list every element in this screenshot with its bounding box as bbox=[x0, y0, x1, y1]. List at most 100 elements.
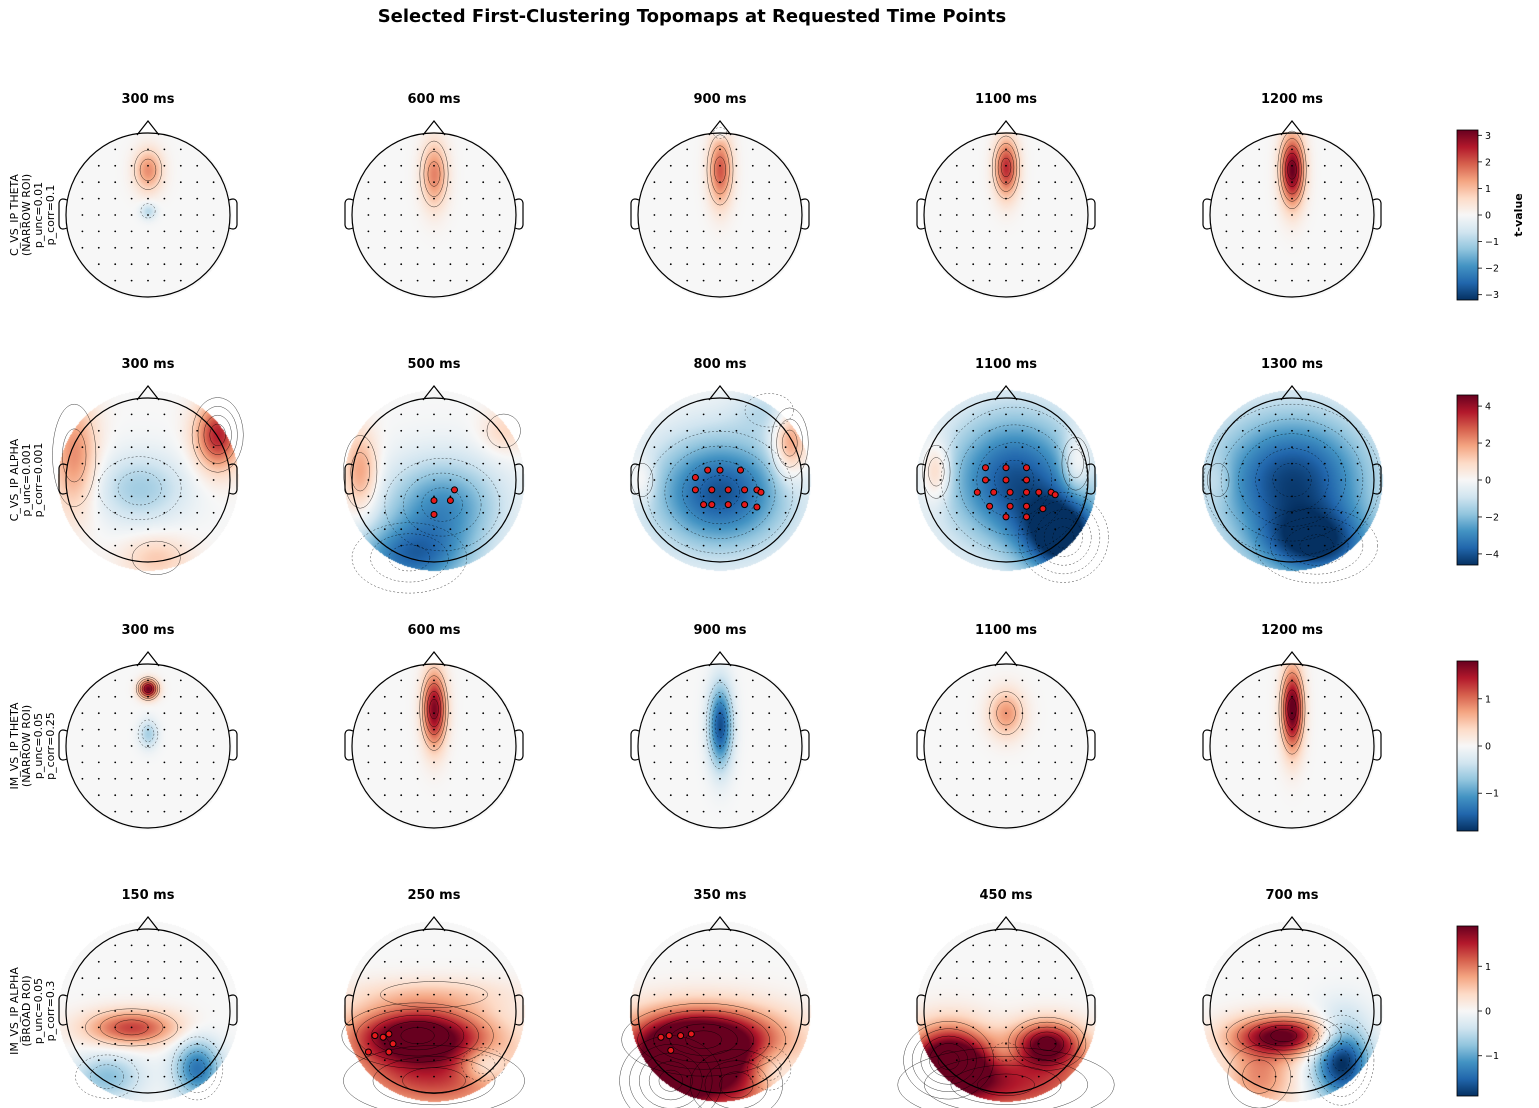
sensor-dot bbox=[669, 446, 672, 449]
sensor-dot bbox=[400, 446, 403, 449]
sensor-dot bbox=[1340, 230, 1343, 233]
sensor-dot bbox=[939, 181, 942, 184]
sensor-dot bbox=[196, 511, 199, 514]
sensor-dot bbox=[416, 479, 419, 481]
sensor-dot bbox=[1054, 1010, 1057, 1012]
sensor-dot bbox=[972, 1075, 975, 1078]
sensor-dot bbox=[653, 761, 656, 764]
sensor-dot bbox=[955, 479, 958, 481]
significant-sensor bbox=[451, 486, 458, 494]
sensor-dot bbox=[97, 479, 100, 481]
sensor-dot bbox=[1307, 511, 1310, 514]
sensor-dot bbox=[751, 413, 754, 416]
colorbar-tick-label: −1 bbox=[1485, 237, 1499, 248]
topomap-panel: 300 ms bbox=[52, 357, 244, 575]
sensor-dot bbox=[212, 977, 215, 980]
sensor-dot bbox=[367, 479, 370, 481]
contour-line bbox=[183, 1051, 212, 1086]
sensor-dot bbox=[1021, 511, 1024, 514]
sensor-dot bbox=[1054, 263, 1057, 266]
sensor-dot bbox=[1005, 413, 1007, 416]
contour-line bbox=[1227, 1044, 1291, 1108]
row-label-line: C_VS_IP THETA bbox=[8, 174, 21, 256]
sensor-dot bbox=[1323, 479, 1326, 481]
sensor-dot bbox=[972, 495, 975, 498]
sensor-dot bbox=[498, 1026, 501, 1029]
sensor-dot bbox=[1054, 712, 1057, 715]
significant-sensor bbox=[1023, 464, 1030, 472]
sensor-dot bbox=[1005, 214, 1007, 216]
sensor-dot bbox=[1225, 993, 1228, 996]
contour-line bbox=[922, 444, 951, 499]
sensor-dot bbox=[1291, 148, 1293, 151]
sensor-dot bbox=[416, 462, 419, 465]
sensor-dot bbox=[939, 761, 942, 764]
sensor-dot bbox=[383, 511, 386, 514]
sensor-dot bbox=[1340, 495, 1343, 498]
contour-line bbox=[98, 456, 182, 520]
sensor-dot bbox=[719, 230, 721, 233]
nose-icon bbox=[1280, 120, 1304, 136]
sensor-dot bbox=[955, 495, 958, 498]
sensor-dot bbox=[1356, 462, 1359, 465]
sensor-dot bbox=[449, 745, 452, 747]
sensor-dot bbox=[1225, 246, 1228, 249]
sensor-dot bbox=[702, 1026, 705, 1029]
sensor-dot bbox=[1340, 745, 1343, 747]
sensor-dot bbox=[1225, 181, 1228, 184]
sensor-dot bbox=[449, 679, 452, 682]
sensor-dot bbox=[972, 446, 975, 449]
sensor-dot bbox=[367, 712, 370, 715]
left-ear-icon bbox=[916, 994, 926, 1026]
sensor-dot bbox=[498, 446, 501, 449]
sensor-dot bbox=[972, 728, 975, 731]
sensor-dot bbox=[482, 214, 485, 216]
sensor-dot bbox=[367, 230, 370, 233]
sensor-dot bbox=[367, 1010, 370, 1012]
right-ear-icon bbox=[228, 994, 238, 1026]
sensor-dot bbox=[465, 148, 468, 151]
sensor-dot bbox=[465, 462, 468, 465]
sensor-dot bbox=[768, 263, 771, 266]
sensor-dot bbox=[163, 960, 166, 963]
sensor-dot bbox=[1323, 993, 1326, 996]
sensor-dot bbox=[735, 1059, 738, 1062]
sensor-dot bbox=[719, 528, 721, 531]
sensor-dot bbox=[988, 993, 991, 996]
sensor-dot bbox=[383, 745, 386, 747]
sensor-dot bbox=[212, 214, 215, 216]
sensor-dot bbox=[653, 993, 656, 996]
significant-sensor bbox=[990, 488, 998, 496]
sensor-dot bbox=[179, 230, 182, 233]
contour-line bbox=[343, 1045, 525, 1108]
sensor-dot bbox=[784, 230, 787, 233]
nose-icon bbox=[422, 385, 446, 401]
sensor-dot bbox=[482, 1042, 485, 1045]
sensor-dot bbox=[114, 794, 117, 797]
sensor-dot bbox=[400, 1010, 403, 1012]
left-ear-icon bbox=[1202, 463, 1212, 495]
sensor-dot bbox=[498, 993, 501, 996]
sensor-dot bbox=[1274, 511, 1277, 514]
sensor-dot bbox=[97, 977, 100, 980]
sensor-dot bbox=[114, 413, 117, 416]
sensor-dot bbox=[81, 1042, 84, 1045]
sensor-dot bbox=[702, 429, 705, 432]
sensor-dot bbox=[1323, 1010, 1326, 1012]
sensor-dot bbox=[400, 810, 403, 813]
significant-sensor bbox=[724, 501, 732, 509]
sensor-dot bbox=[751, 479, 754, 481]
sensor-dot bbox=[1307, 960, 1310, 963]
sensor-dot bbox=[1037, 944, 1040, 947]
sensor-dot bbox=[130, 960, 133, 963]
sensor-dot bbox=[433, 263, 435, 266]
sensor-dot bbox=[1241, 246, 1244, 249]
sensor-dot bbox=[179, 446, 182, 449]
sensor-dot bbox=[465, 745, 468, 747]
contour-line bbox=[177, 1044, 218, 1093]
contour-line bbox=[1314, 1023, 1369, 1097]
sensor-dot bbox=[212, 511, 215, 514]
sensor-dot bbox=[1241, 214, 1244, 216]
sensor-dot bbox=[416, 1075, 419, 1078]
sensor-dot bbox=[465, 528, 468, 531]
